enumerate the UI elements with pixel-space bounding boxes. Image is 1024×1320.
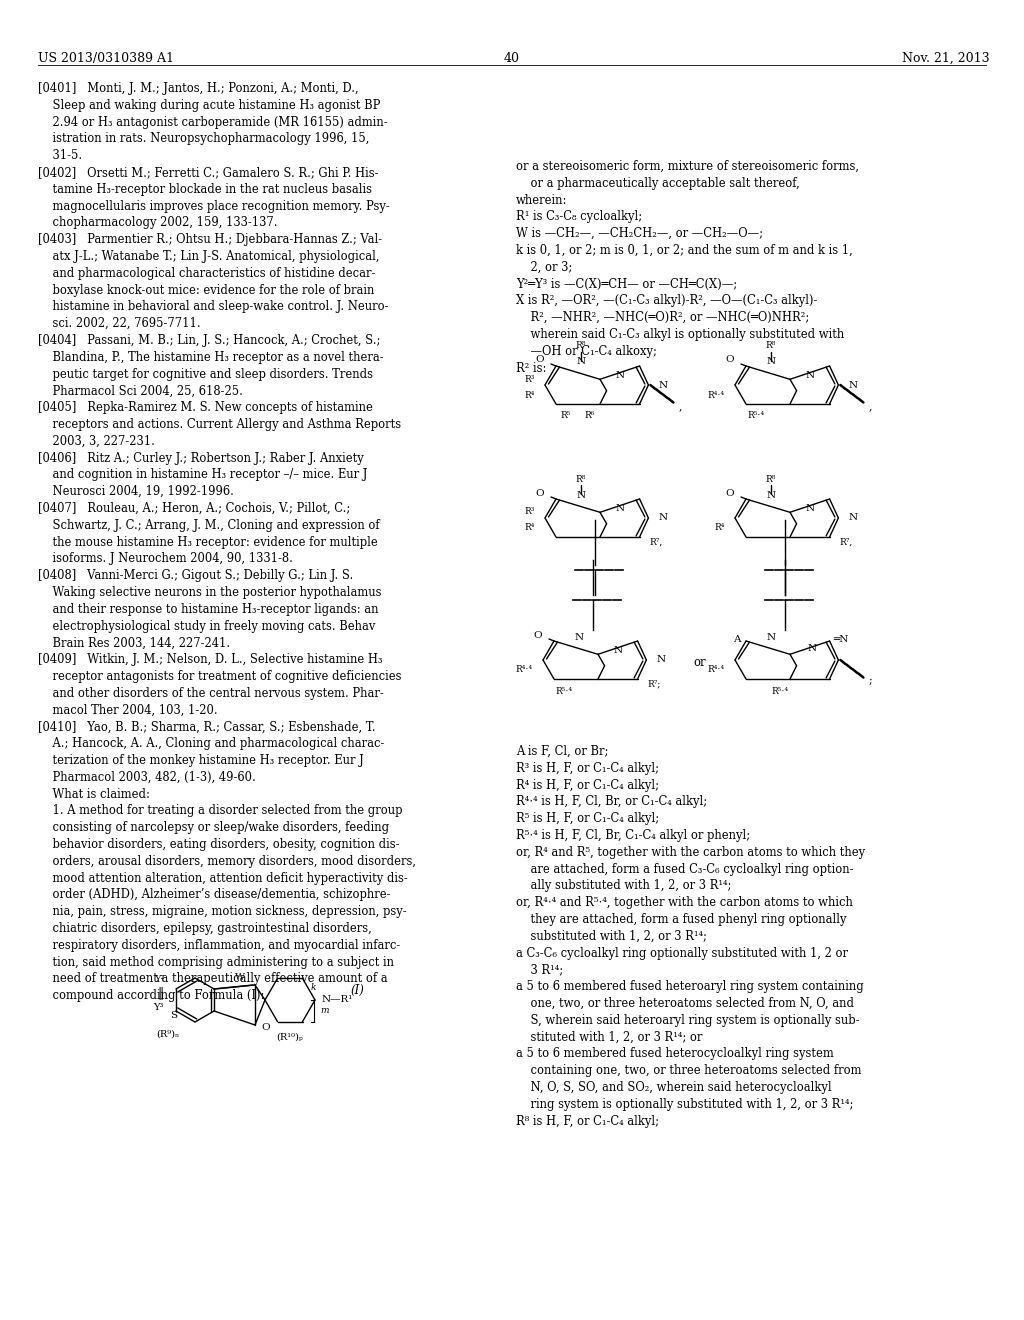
Text: A is F, Cl, or Br;
R³ is H, F, or C₁-C₄ alkyl;
R⁴ is H, F, or C₁-C₄ alkyl;
R⁴⋅⁴ : A is F, Cl, or Br; R³ is H, F, or C₁-C₄ … [516, 744, 865, 1127]
Text: Nov. 21, 2013: Nov. 21, 2013 [902, 51, 990, 65]
Text: N: N [574, 632, 584, 642]
Text: N: N [615, 504, 625, 512]
Text: (R¹⁰)ₚ: (R¹⁰)ₚ [276, 1032, 303, 1041]
Text: ;: ; [868, 676, 872, 686]
Text: R⁸: R⁸ [575, 474, 586, 483]
Text: O: O [725, 355, 734, 364]
Text: R⁴⋅⁴: R⁴⋅⁴ [708, 665, 725, 675]
Text: R⁸: R⁸ [575, 342, 586, 351]
Text: m: m [321, 1006, 329, 1015]
Text: W: W [234, 973, 245, 982]
Text: N: N [766, 632, 775, 642]
Text: R⁸: R⁸ [766, 474, 776, 483]
Text: N: N [766, 358, 775, 367]
Text: or: or [693, 656, 707, 669]
Text: N: N [849, 513, 857, 523]
Text: O: O [261, 1023, 269, 1032]
Text: R⁵⋅⁴: R⁵⋅⁴ [771, 686, 788, 696]
Text: 40: 40 [504, 51, 520, 65]
Text: N: N [613, 645, 623, 655]
Text: N: N [615, 371, 625, 380]
Text: N: N [658, 513, 668, 523]
Text: Y³: Y³ [154, 1002, 164, 1011]
Text: O: O [534, 631, 542, 639]
Text: N: N [849, 380, 857, 389]
Text: R⁷,: R⁷, [649, 537, 663, 546]
Text: or a stereoisomeric form, mixture of stereoisomeric forms,
    or a pharmaceutic: or a stereoisomeric form, mixture of ste… [516, 160, 859, 375]
Text: N: N [658, 380, 668, 389]
Text: R⁷;: R⁷; [647, 680, 660, 689]
Text: A: A [733, 635, 741, 644]
Text: R⁴: R⁴ [524, 391, 535, 400]
Text: Y²: Y² [154, 974, 164, 983]
Text: R³: R³ [524, 375, 535, 384]
Text: ═N: ═N [834, 635, 849, 644]
Text: O: O [725, 488, 734, 498]
Text: k: k [310, 983, 315, 993]
Text: ,: , [678, 401, 682, 411]
Text: (I): (I) [350, 983, 364, 997]
Text: ,: , [868, 401, 871, 411]
Text: R⁴: R⁴ [715, 524, 725, 532]
Text: N: N [656, 656, 666, 664]
Text: N: N [577, 358, 586, 367]
Text: N: N [577, 491, 586, 499]
Text: N: N [766, 491, 775, 499]
Text: R³: R³ [524, 507, 535, 516]
Text: R⁴: R⁴ [524, 524, 535, 532]
Text: US 2013/0310389 A1: US 2013/0310389 A1 [38, 51, 174, 65]
Text: R⁴⋅⁴: R⁴⋅⁴ [708, 391, 725, 400]
Text: R⁵⋅⁴: R⁵⋅⁴ [748, 412, 765, 421]
Text: ‖: ‖ [158, 987, 164, 1001]
Text: R⁸: R⁸ [766, 342, 776, 351]
Text: N: N [805, 504, 814, 512]
Text: (R⁹)ₙ: (R⁹)ₙ [157, 1030, 179, 1039]
Text: R⁶: R⁶ [585, 412, 595, 421]
Text: O: O [536, 355, 544, 364]
Text: R⁵⋅⁴: R⁵⋅⁴ [555, 686, 572, 696]
Text: N: N [805, 371, 814, 380]
Text: R⁷,: R⁷, [840, 537, 853, 546]
Text: N: N [807, 644, 816, 653]
Text: N—R¹: N—R¹ [322, 995, 353, 1005]
Text: R⁴⋅⁴: R⁴⋅⁴ [516, 665, 534, 675]
Text: [0401]   Monti, J. M.; Jantos, H.; Ponzoni, A.; Monti, D.,
    Sleep and waking : [0401] Monti, J. M.; Jantos, H.; Ponzoni… [38, 82, 416, 1002]
Text: S: S [170, 1011, 177, 1019]
Text: O: O [536, 488, 544, 498]
Text: R⁵: R⁵ [561, 412, 571, 421]
